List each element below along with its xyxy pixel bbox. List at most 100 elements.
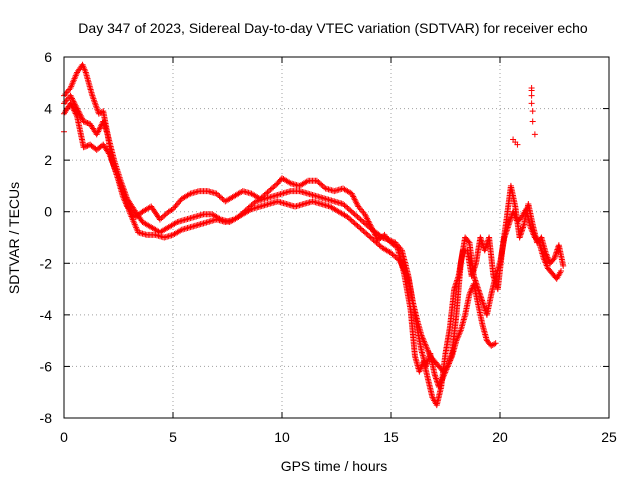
data-point (356, 224, 363, 231)
data-point (543, 262, 550, 269)
data-point (219, 195, 226, 202)
data-point (356, 215, 363, 222)
data-point (161, 212, 168, 219)
data-point (270, 184, 277, 191)
data-point (445, 360, 452, 367)
data-point (540, 255, 547, 262)
data-point (419, 333, 426, 340)
data-point (361, 220, 368, 227)
data-point (544, 252, 551, 259)
data-point (560, 262, 567, 269)
y-axis-label: SDTVAR / TECUs (6, 182, 22, 294)
data-point (303, 178, 310, 185)
data-point (379, 234, 386, 241)
data-point (351, 196, 358, 203)
data-point (369, 235, 376, 242)
plot-frame (63, 56, 610, 419)
data-point (83, 143, 90, 150)
data-point (215, 191, 222, 198)
data-point (454, 334, 461, 341)
data-point (342, 203, 349, 210)
data-point (529, 108, 536, 115)
data-point (348, 208, 355, 215)
data-point (435, 384, 442, 391)
data-point (93, 131, 100, 138)
data-point (83, 119, 90, 126)
data-point (156, 216, 163, 223)
data-point (456, 330, 463, 337)
data-point (273, 181, 280, 188)
data-point (80, 144, 87, 151)
data-point (514, 141, 521, 148)
data-point (69, 104, 76, 111)
data-point (531, 131, 538, 138)
data-point (70, 106, 77, 113)
x-tick-label: 20 (492, 429, 508, 445)
x-tick-label: 0 (60, 429, 68, 445)
data-point (357, 216, 364, 223)
data-point (345, 206, 352, 213)
data-point (418, 332, 425, 339)
data-point (457, 328, 464, 335)
data-point (68, 94, 75, 101)
data-point (318, 181, 325, 188)
data-point (380, 235, 387, 242)
data-point (466, 291, 473, 298)
data-point (264, 189, 271, 196)
data-point (544, 254, 551, 261)
data-point (453, 337, 460, 344)
data-point (372, 238, 379, 245)
data-point (351, 211, 358, 218)
data-point (425, 350, 432, 357)
data-point (95, 127, 102, 134)
data-point (389, 251, 396, 258)
data-point (316, 180, 323, 187)
data-point (267, 186, 274, 193)
data-point (529, 228, 536, 235)
data-point (437, 379, 444, 386)
data-point (67, 100, 74, 107)
data-point (94, 129, 101, 136)
data-point (319, 182, 326, 189)
data-point (353, 200, 360, 207)
data-point (357, 225, 364, 232)
x-tick-label: 15 (383, 429, 399, 445)
data-point (78, 114, 85, 121)
data-point (177, 227, 184, 234)
data-point (455, 331, 462, 338)
data-point (528, 92, 535, 99)
data-point (247, 206, 254, 213)
data-point (68, 101, 75, 108)
data-point (286, 179, 293, 186)
data-point (492, 340, 499, 347)
data-point (162, 211, 169, 218)
data-point (425, 348, 432, 355)
data-point (512, 214, 519, 221)
data-points (61, 61, 567, 409)
data-point (363, 214, 370, 221)
data-point (73, 111, 80, 118)
data-point (455, 333, 462, 340)
data-point (422, 341, 429, 348)
data-point (529, 118, 536, 125)
data-point (467, 288, 474, 295)
data-point (348, 190, 355, 197)
data-point (353, 199, 360, 206)
data-point (350, 194, 357, 201)
data-point (419, 335, 426, 342)
data-point (366, 233, 373, 240)
data-point (358, 226, 365, 233)
data-point (360, 219, 367, 226)
data-point (159, 213, 166, 220)
data-point (362, 212, 369, 219)
data-point (445, 361, 452, 368)
data-point (340, 200, 347, 207)
data-point (67, 92, 74, 99)
data-point (416, 367, 423, 374)
data-point (385, 237, 392, 244)
data-point (383, 236, 390, 243)
data-point (353, 221, 360, 228)
data-point (364, 215, 371, 222)
x-tick-label: 25 (601, 429, 617, 445)
